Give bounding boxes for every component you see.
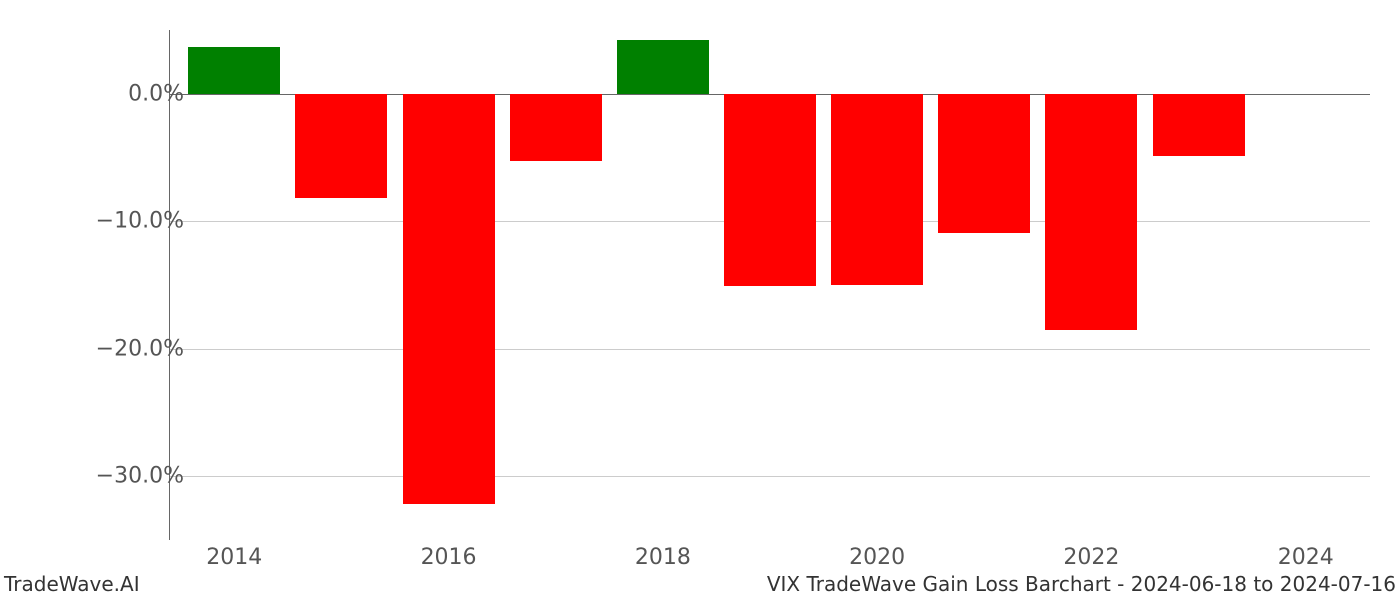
bar <box>1153 94 1245 156</box>
bar <box>510 94 602 162</box>
x-tick-label: 2022 <box>1063 545 1119 570</box>
bar <box>724 94 816 287</box>
footer-brand: TradeWave.AI <box>4 572 140 596</box>
bar <box>188 47 280 94</box>
y-tick-label: −20.0% <box>96 336 184 361</box>
y-tick-label: 0.0% <box>128 81 184 106</box>
y-tick-label: −10.0% <box>96 209 184 234</box>
x-tick-label: 2020 <box>849 545 905 570</box>
x-tick-label: 2016 <box>421 545 477 570</box>
bar <box>1045 94 1137 330</box>
y-tick-label: −30.0% <box>96 464 184 489</box>
x-tick-label: 2018 <box>635 545 691 570</box>
x-tick-label: 2014 <box>206 545 262 570</box>
footer-title: VIX TradeWave Gain Loss Barchart - 2024-… <box>767 572 1396 596</box>
bar <box>831 94 923 285</box>
bar <box>938 94 1030 233</box>
chart-plot-area <box>170 30 1370 540</box>
x-tick-label: 2024 <box>1278 545 1334 570</box>
plot-surface <box>170 30 1370 540</box>
grid-line <box>170 476 1370 477</box>
bar <box>295 94 387 199</box>
bar <box>403 94 495 505</box>
bar <box>617 40 709 94</box>
grid-line <box>170 349 1370 350</box>
